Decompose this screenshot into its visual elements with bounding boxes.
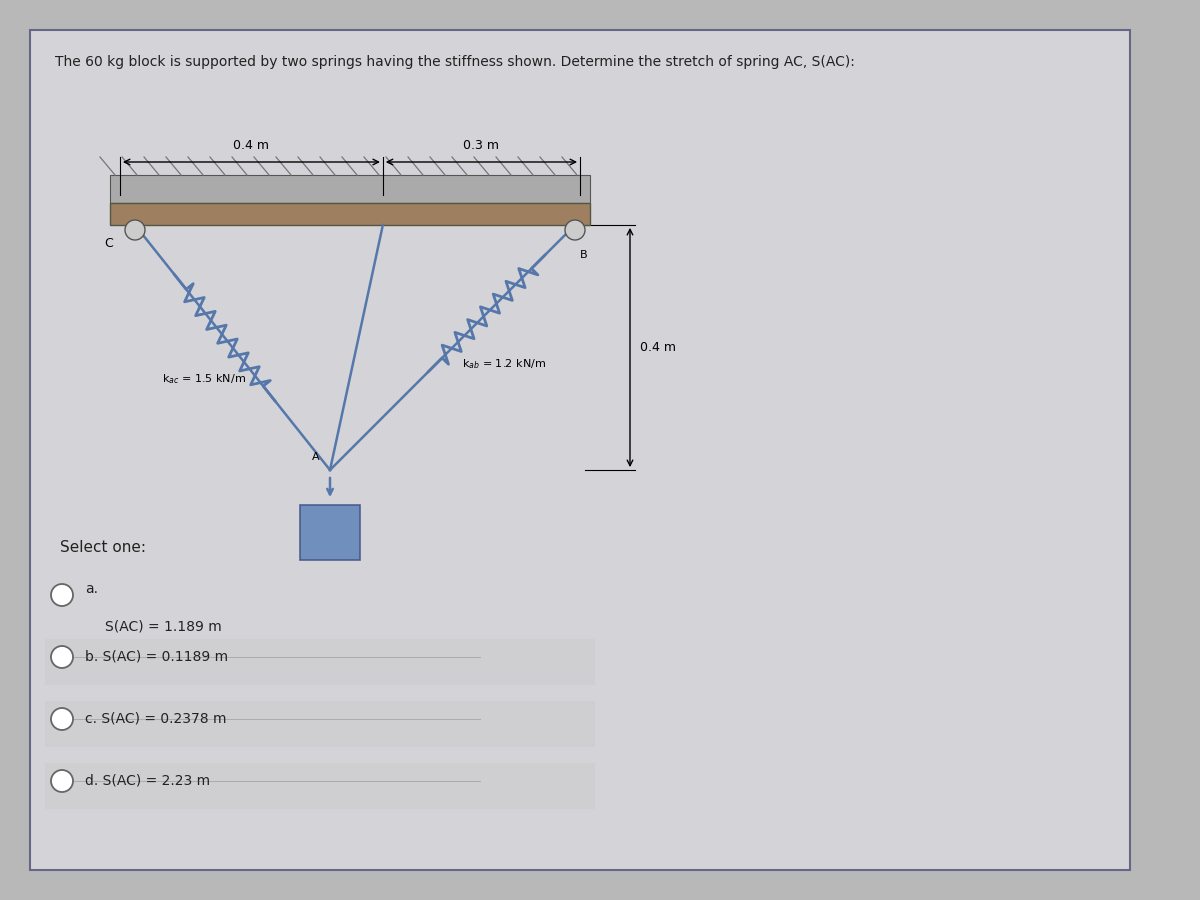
Bar <box>46 639 595 685</box>
Text: k$_{ab}$ = 1.2 kN/m: k$_{ab}$ = 1.2 kN/m <box>462 357 546 372</box>
Bar <box>46 701 595 747</box>
Text: d. S(AC) = 2.23 m: d. S(AC) = 2.23 m <box>85 774 210 788</box>
Text: 0.4 m: 0.4 m <box>234 139 270 152</box>
Text: C: C <box>104 237 113 250</box>
Bar <box>300 505 360 560</box>
Circle shape <box>50 646 73 668</box>
Text: The 60 kg block is supported by two springs having the stiffness shown. Determin: The 60 kg block is supported by two spri… <box>55 55 854 69</box>
Circle shape <box>565 220 586 240</box>
Circle shape <box>50 708 73 730</box>
Text: A: A <box>312 452 320 462</box>
Circle shape <box>50 770 73 792</box>
Bar <box>110 203 590 225</box>
Text: a.: a. <box>85 582 98 596</box>
Text: b. S(AC) = 0.1189 m: b. S(AC) = 0.1189 m <box>85 650 228 664</box>
Text: S(AC) = 1.189 m: S(AC) = 1.189 m <box>106 620 222 634</box>
Text: 0.3 m: 0.3 m <box>463 139 499 152</box>
Text: B: B <box>580 250 588 260</box>
Text: k$_{ac}$ = 1.5 kN/m: k$_{ac}$ = 1.5 kN/m <box>162 373 246 386</box>
Circle shape <box>125 220 145 240</box>
Circle shape <box>50 584 73 606</box>
Bar <box>110 175 590 203</box>
Bar <box>46 763 595 809</box>
Text: c. S(AC) = 0.2378 m: c. S(AC) = 0.2378 m <box>85 712 227 726</box>
Text: Select one:: Select one: <box>60 540 146 555</box>
Text: 0.4 m: 0.4 m <box>640 341 676 354</box>
